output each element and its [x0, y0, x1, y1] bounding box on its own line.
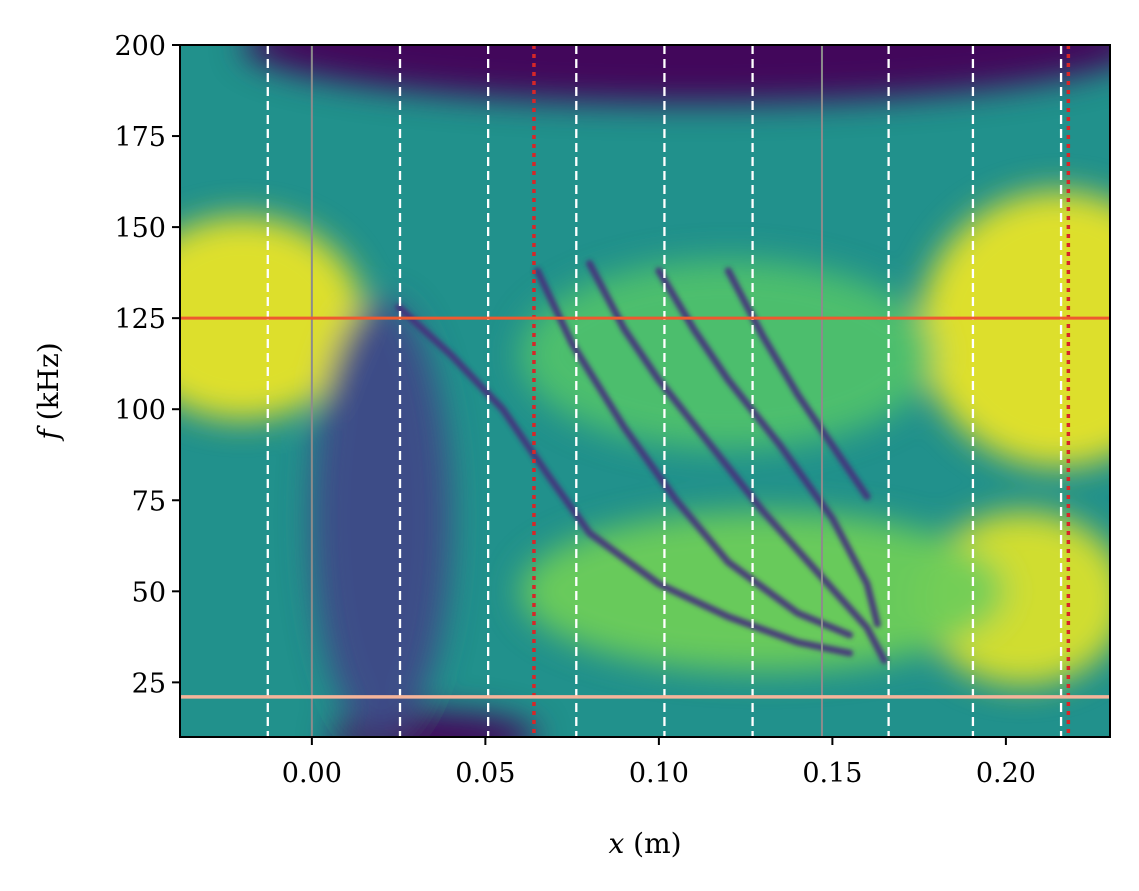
y-tick-label: 100: [114, 395, 166, 426]
plot-area: [180, 45, 1110, 737]
heat-region-dark-band: [311, 299, 451, 737]
ridge-3: [586, 260, 888, 664]
x-axis-ticks: 0.00 0.05 0.10 0.15 0.20: [282, 737, 1036, 789]
y-tick-label: 200: [114, 31, 166, 62]
y-axis-ticks: 25 50 75 100 125 150 175 200: [114, 31, 180, 699]
ridges: [395, 260, 888, 664]
x-axis-label: x (m): [608, 827, 681, 860]
plot-frame: [179, 44, 1111, 738]
y-axis-label: f (kHz): [32, 342, 65, 441]
y-tick-label: 175: [114, 122, 166, 153]
x-tick-label: 0.05: [455, 758, 515, 789]
heat-region-dark-top: [242, 45, 1110, 104]
y-tick-label: 50: [132, 577, 166, 608]
y-tick-label: 25: [132, 668, 166, 699]
y-tick-label: 125: [114, 304, 166, 335]
x-tick-label: 0.15: [802, 758, 862, 789]
x-tick-label: 0.20: [976, 758, 1036, 789]
heat-region-green-middle: [520, 259, 937, 450]
ridge-4: [655, 267, 881, 628]
y-tick-label: 150: [114, 213, 166, 244]
x-tick-label: 0.10: [629, 758, 689, 789]
heat-region-yellow-right: [919, 190, 1110, 468]
x-tick-label: 0.00: [282, 758, 342, 789]
ridge-2: [533, 267, 854, 639]
y-tick-label: 75: [132, 486, 166, 517]
reference-lines: [180, 45, 1110, 737]
ridge-1: [395, 303, 854, 657]
